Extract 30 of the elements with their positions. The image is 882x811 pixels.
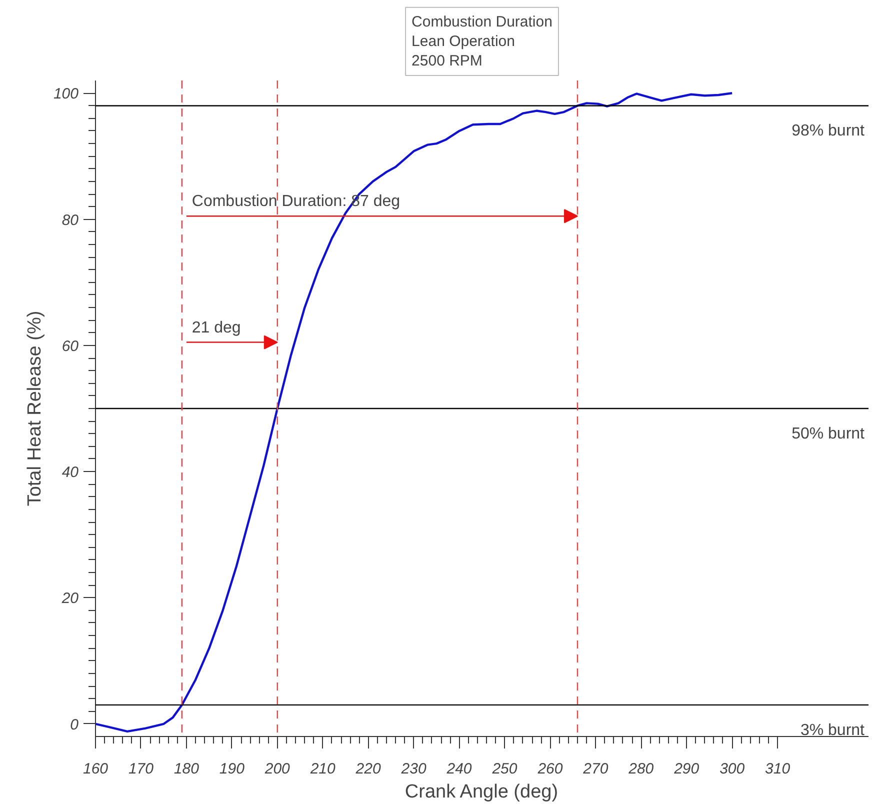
x-tick-label: 170 <box>128 760 154 778</box>
ref-line-label: 3% burnt <box>800 722 866 739</box>
y-tick-label: 20 <box>60 590 80 608</box>
x-tick-label: 160 <box>82 760 109 778</box>
annotation: 21 deg <box>192 319 241 336</box>
x-tick-label: 260 <box>536 760 564 778</box>
y-tick-label: 60 <box>62 338 80 355</box>
x-tick-label: 180 <box>174 760 200 778</box>
y-tick-label: 40 <box>62 464 80 482</box>
y-tick-label: 0 <box>70 716 80 734</box>
x-tick-label: 290 <box>673 760 700 778</box>
line-series <box>96 92 734 733</box>
x-tick-label: 300 <box>720 760 746 778</box>
x-axis-title: Crank Angle (deg) <box>404 782 558 802</box>
x-tick-label: 270 <box>582 760 609 778</box>
x-tick-label: 220 <box>354 760 382 778</box>
x-tick-label: 310 <box>765 760 791 778</box>
x-tick-label: 200 <box>264 760 291 778</box>
ref-line-label: 50% burnt <box>792 426 866 442</box>
chart-title: Combustion Duration Lean Operation 2500 RPM <box>412 13 552 70</box>
ref-line-label: 98% burnt <box>792 122 866 140</box>
x-tick-label: 240 <box>446 760 472 778</box>
x-tick-label: 250 <box>491 760 518 778</box>
y-axis-title: Total Heat Release (%) <box>24 310 46 506</box>
x-tick-label: 190 <box>219 760 246 778</box>
y-tick-label: 80 <box>62 212 80 229</box>
y-tick-label: 100 <box>53 86 80 103</box>
x-tick-label: 230 <box>400 760 427 778</box>
x-tick-label: 280 <box>628 760 654 778</box>
x-tick-label: 210 <box>309 760 336 778</box>
